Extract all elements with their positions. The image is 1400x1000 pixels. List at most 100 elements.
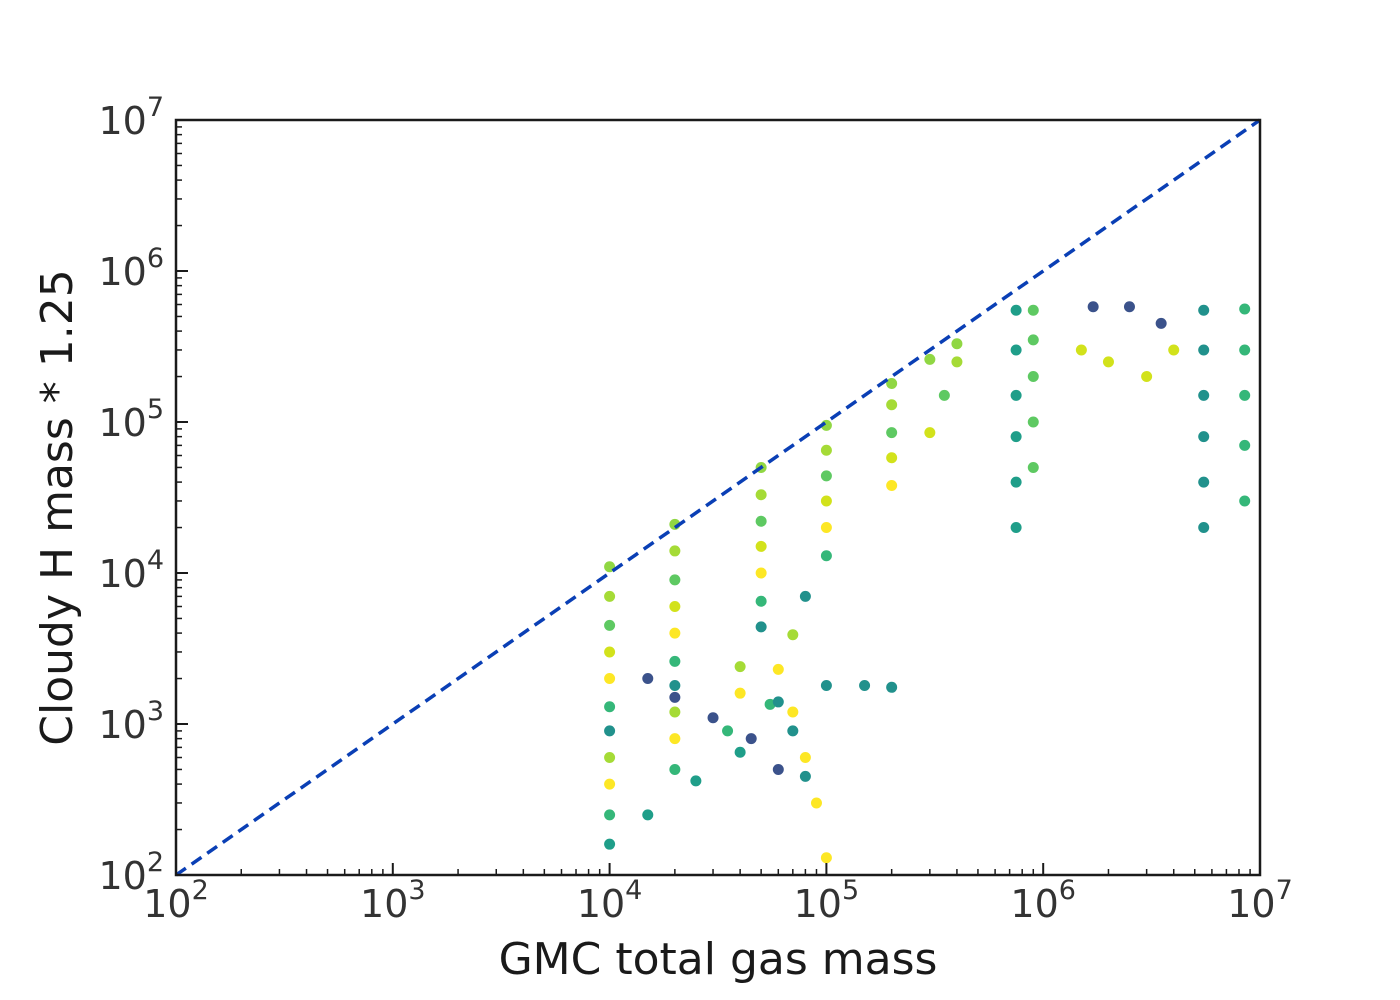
scatter-point xyxy=(810,797,822,809)
scatter-point xyxy=(1198,431,1210,443)
scatter-point xyxy=(642,809,654,821)
scatter-point xyxy=(604,701,616,713)
scatter-point xyxy=(1102,356,1114,368)
scatter-point xyxy=(604,725,616,737)
scatter-point xyxy=(604,646,616,658)
scatter-point xyxy=(1239,389,1251,401)
scatter-point xyxy=(669,679,681,691)
scatter-point xyxy=(1027,461,1039,473)
scatter-point xyxy=(669,574,681,586)
scatter-points xyxy=(604,301,1251,864)
scatter-point xyxy=(886,399,898,411)
one-to-one-reference-line xyxy=(174,118,1262,877)
scatter-point xyxy=(1010,344,1022,356)
scatter-point xyxy=(669,691,681,703)
scatter-point xyxy=(669,655,681,667)
scatter-point xyxy=(1198,476,1210,488)
scatter-point xyxy=(1239,495,1251,507)
x-tick-label: 107 xyxy=(1227,875,1293,926)
scatter-point xyxy=(1010,389,1022,401)
scatter-point xyxy=(886,377,898,389)
scatter-point xyxy=(924,427,936,439)
scatter-point xyxy=(755,595,767,607)
scatter-point xyxy=(951,356,963,368)
scatter-point xyxy=(1027,371,1039,383)
scatter-point xyxy=(1239,439,1251,451)
scatter-point xyxy=(604,778,616,790)
scatter-point xyxy=(820,550,832,562)
scatter-point xyxy=(1027,334,1039,346)
x-tick-label: 106 xyxy=(1010,875,1076,926)
x-tick-label: 105 xyxy=(794,875,860,926)
scatter-point xyxy=(1168,344,1180,356)
scatter-point xyxy=(951,338,963,350)
scatter-point xyxy=(1010,522,1022,534)
scatter-point xyxy=(755,515,767,527)
scatter-point xyxy=(690,775,702,787)
scatter-point xyxy=(1027,304,1039,316)
y-tick-label: 105 xyxy=(98,394,164,445)
scatter-point xyxy=(734,661,746,673)
scatter-point xyxy=(787,629,799,641)
scatter-point xyxy=(1198,344,1210,356)
scatter-point xyxy=(1010,304,1022,316)
y-axis-label: Cloudy H mass * 1.25 xyxy=(32,269,83,745)
scatter-point xyxy=(1123,301,1135,313)
scatter-point xyxy=(886,427,898,439)
scatter-point xyxy=(604,673,616,685)
y-axis-ticks: 102 103 104 105 106 107 xyxy=(98,92,188,898)
scatter-point xyxy=(669,600,681,612)
scatter-point xyxy=(859,679,871,691)
scatter-point xyxy=(772,763,784,775)
scatter-point xyxy=(1239,303,1251,315)
x-axis-ticks: 102 103 104 105 106 107 xyxy=(143,863,1293,926)
scatter-point xyxy=(734,746,746,758)
scatter-point xyxy=(604,809,616,821)
scatter-point xyxy=(820,470,832,482)
scatter-point xyxy=(772,696,784,708)
scatter-point xyxy=(1027,416,1039,428)
x-tick-label: 104 xyxy=(577,875,643,926)
y-tick-label: 102 xyxy=(98,847,164,898)
y-tick-label: 106 xyxy=(98,243,164,294)
scatter-point xyxy=(755,540,767,552)
scatter-point xyxy=(886,452,898,464)
scatter-point xyxy=(755,489,767,501)
scatter-point xyxy=(820,852,832,864)
x-tick-label: 102 xyxy=(143,875,209,926)
scatter-point xyxy=(924,353,936,365)
scatter-point xyxy=(669,545,681,557)
scatter-point xyxy=(1198,522,1210,534)
scatter-point xyxy=(799,590,811,602)
y-tick-label: 104 xyxy=(98,545,164,596)
scatter-point xyxy=(820,444,832,456)
scatter-point xyxy=(938,389,950,401)
plot-frame xyxy=(174,118,1262,877)
x-tick-label: 103 xyxy=(360,875,426,926)
x-axis-label: GMC total gas mass xyxy=(499,934,938,985)
scatter-point xyxy=(669,706,681,718)
scatter-point xyxy=(799,751,811,763)
scatter-point xyxy=(1010,476,1022,488)
scatter-point xyxy=(604,590,616,602)
scatter-point xyxy=(604,838,616,850)
scatter-point xyxy=(787,706,799,718)
scatter-point xyxy=(886,681,898,693)
scatter-point xyxy=(1198,389,1210,401)
scatter-point xyxy=(1010,431,1022,443)
scatter-point xyxy=(669,763,681,775)
scatter-point xyxy=(755,567,767,579)
scatter-point xyxy=(820,522,832,534)
scatter-point xyxy=(820,679,832,691)
scatter-point xyxy=(707,712,719,724)
scatter-point xyxy=(1075,344,1087,356)
scatter-point xyxy=(820,495,832,507)
y-tick-label: 107 xyxy=(98,92,164,143)
scatter-point xyxy=(1155,317,1167,329)
scatter-point xyxy=(1087,301,1099,313)
scatter-point xyxy=(799,770,811,782)
scatter-point xyxy=(886,479,898,491)
scatter-point xyxy=(745,733,757,745)
scatter-point xyxy=(604,751,616,763)
scatter-point xyxy=(734,687,746,699)
